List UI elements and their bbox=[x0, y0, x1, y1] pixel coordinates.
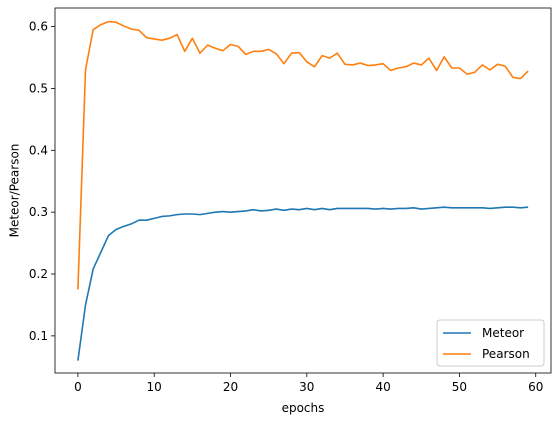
series-line-meteor bbox=[77, 206, 529, 361]
series-layer bbox=[77, 20, 529, 361]
x-tick-label: 20 bbox=[223, 380, 238, 394]
y-tick-label: 0.5 bbox=[29, 81, 48, 95]
legend-label-meteor: Meteor bbox=[482, 326, 524, 340]
x-tick-label: 0 bbox=[74, 380, 82, 394]
y-axis-label: Meteor/Pearson bbox=[8, 144, 22, 238]
legend-label-pearson: Pearson bbox=[482, 347, 530, 361]
y-axis: 0.1 0.2 0.3 0.4 0.5 0.6 bbox=[29, 20, 55, 343]
x-tick-label: 60 bbox=[528, 380, 543, 394]
y-tick-label: 0.2 bbox=[29, 267, 48, 281]
legend: Meteor Pearson bbox=[436, 319, 545, 367]
x-tick-label: 30 bbox=[299, 380, 314, 394]
x-tick-label: 40 bbox=[375, 380, 390, 394]
y-tick-label: 0.4 bbox=[29, 143, 48, 157]
plot-frame bbox=[54, 7, 552, 374]
x-axis-label: epochs bbox=[282, 401, 325, 415]
series-line-pearson bbox=[77, 20, 529, 290]
y-tick-label: 0.3 bbox=[29, 205, 48, 219]
x-axis: 0 10 20 30 40 50 60 bbox=[74, 373, 543, 394]
x-tick-label: 10 bbox=[147, 380, 162, 394]
x-tick-label: 50 bbox=[452, 380, 467, 394]
y-tick-label: 0.1 bbox=[29, 329, 48, 343]
y-tick-label: 0.6 bbox=[29, 20, 48, 34]
